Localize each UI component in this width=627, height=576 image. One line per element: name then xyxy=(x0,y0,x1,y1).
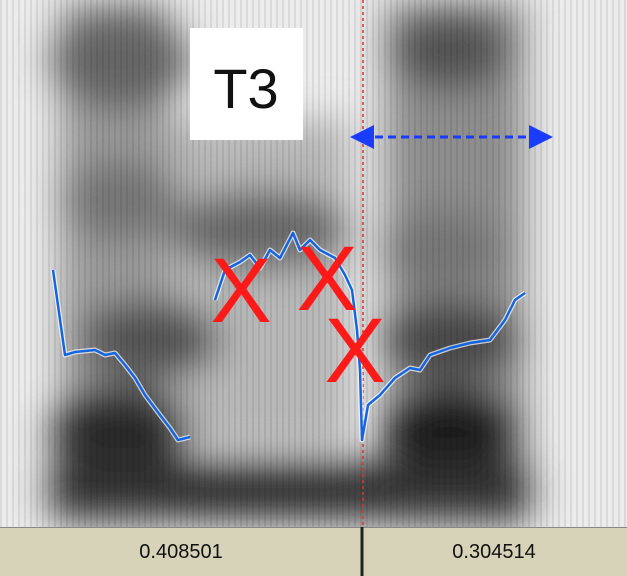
interval-duration: 0.304514 xyxy=(452,541,535,563)
tone-label: T3 xyxy=(213,57,278,120)
x-mark: X xyxy=(296,228,357,330)
label-box xyxy=(190,28,303,140)
interval-duration: 0.408501 xyxy=(139,541,222,563)
x-mark: X xyxy=(324,300,385,402)
x-mark: X xyxy=(210,240,271,342)
pitch-track xyxy=(50,230,527,443)
spectrogram xyxy=(0,0,627,527)
interval-bar: 0.408501 0.304514 xyxy=(0,527,627,576)
